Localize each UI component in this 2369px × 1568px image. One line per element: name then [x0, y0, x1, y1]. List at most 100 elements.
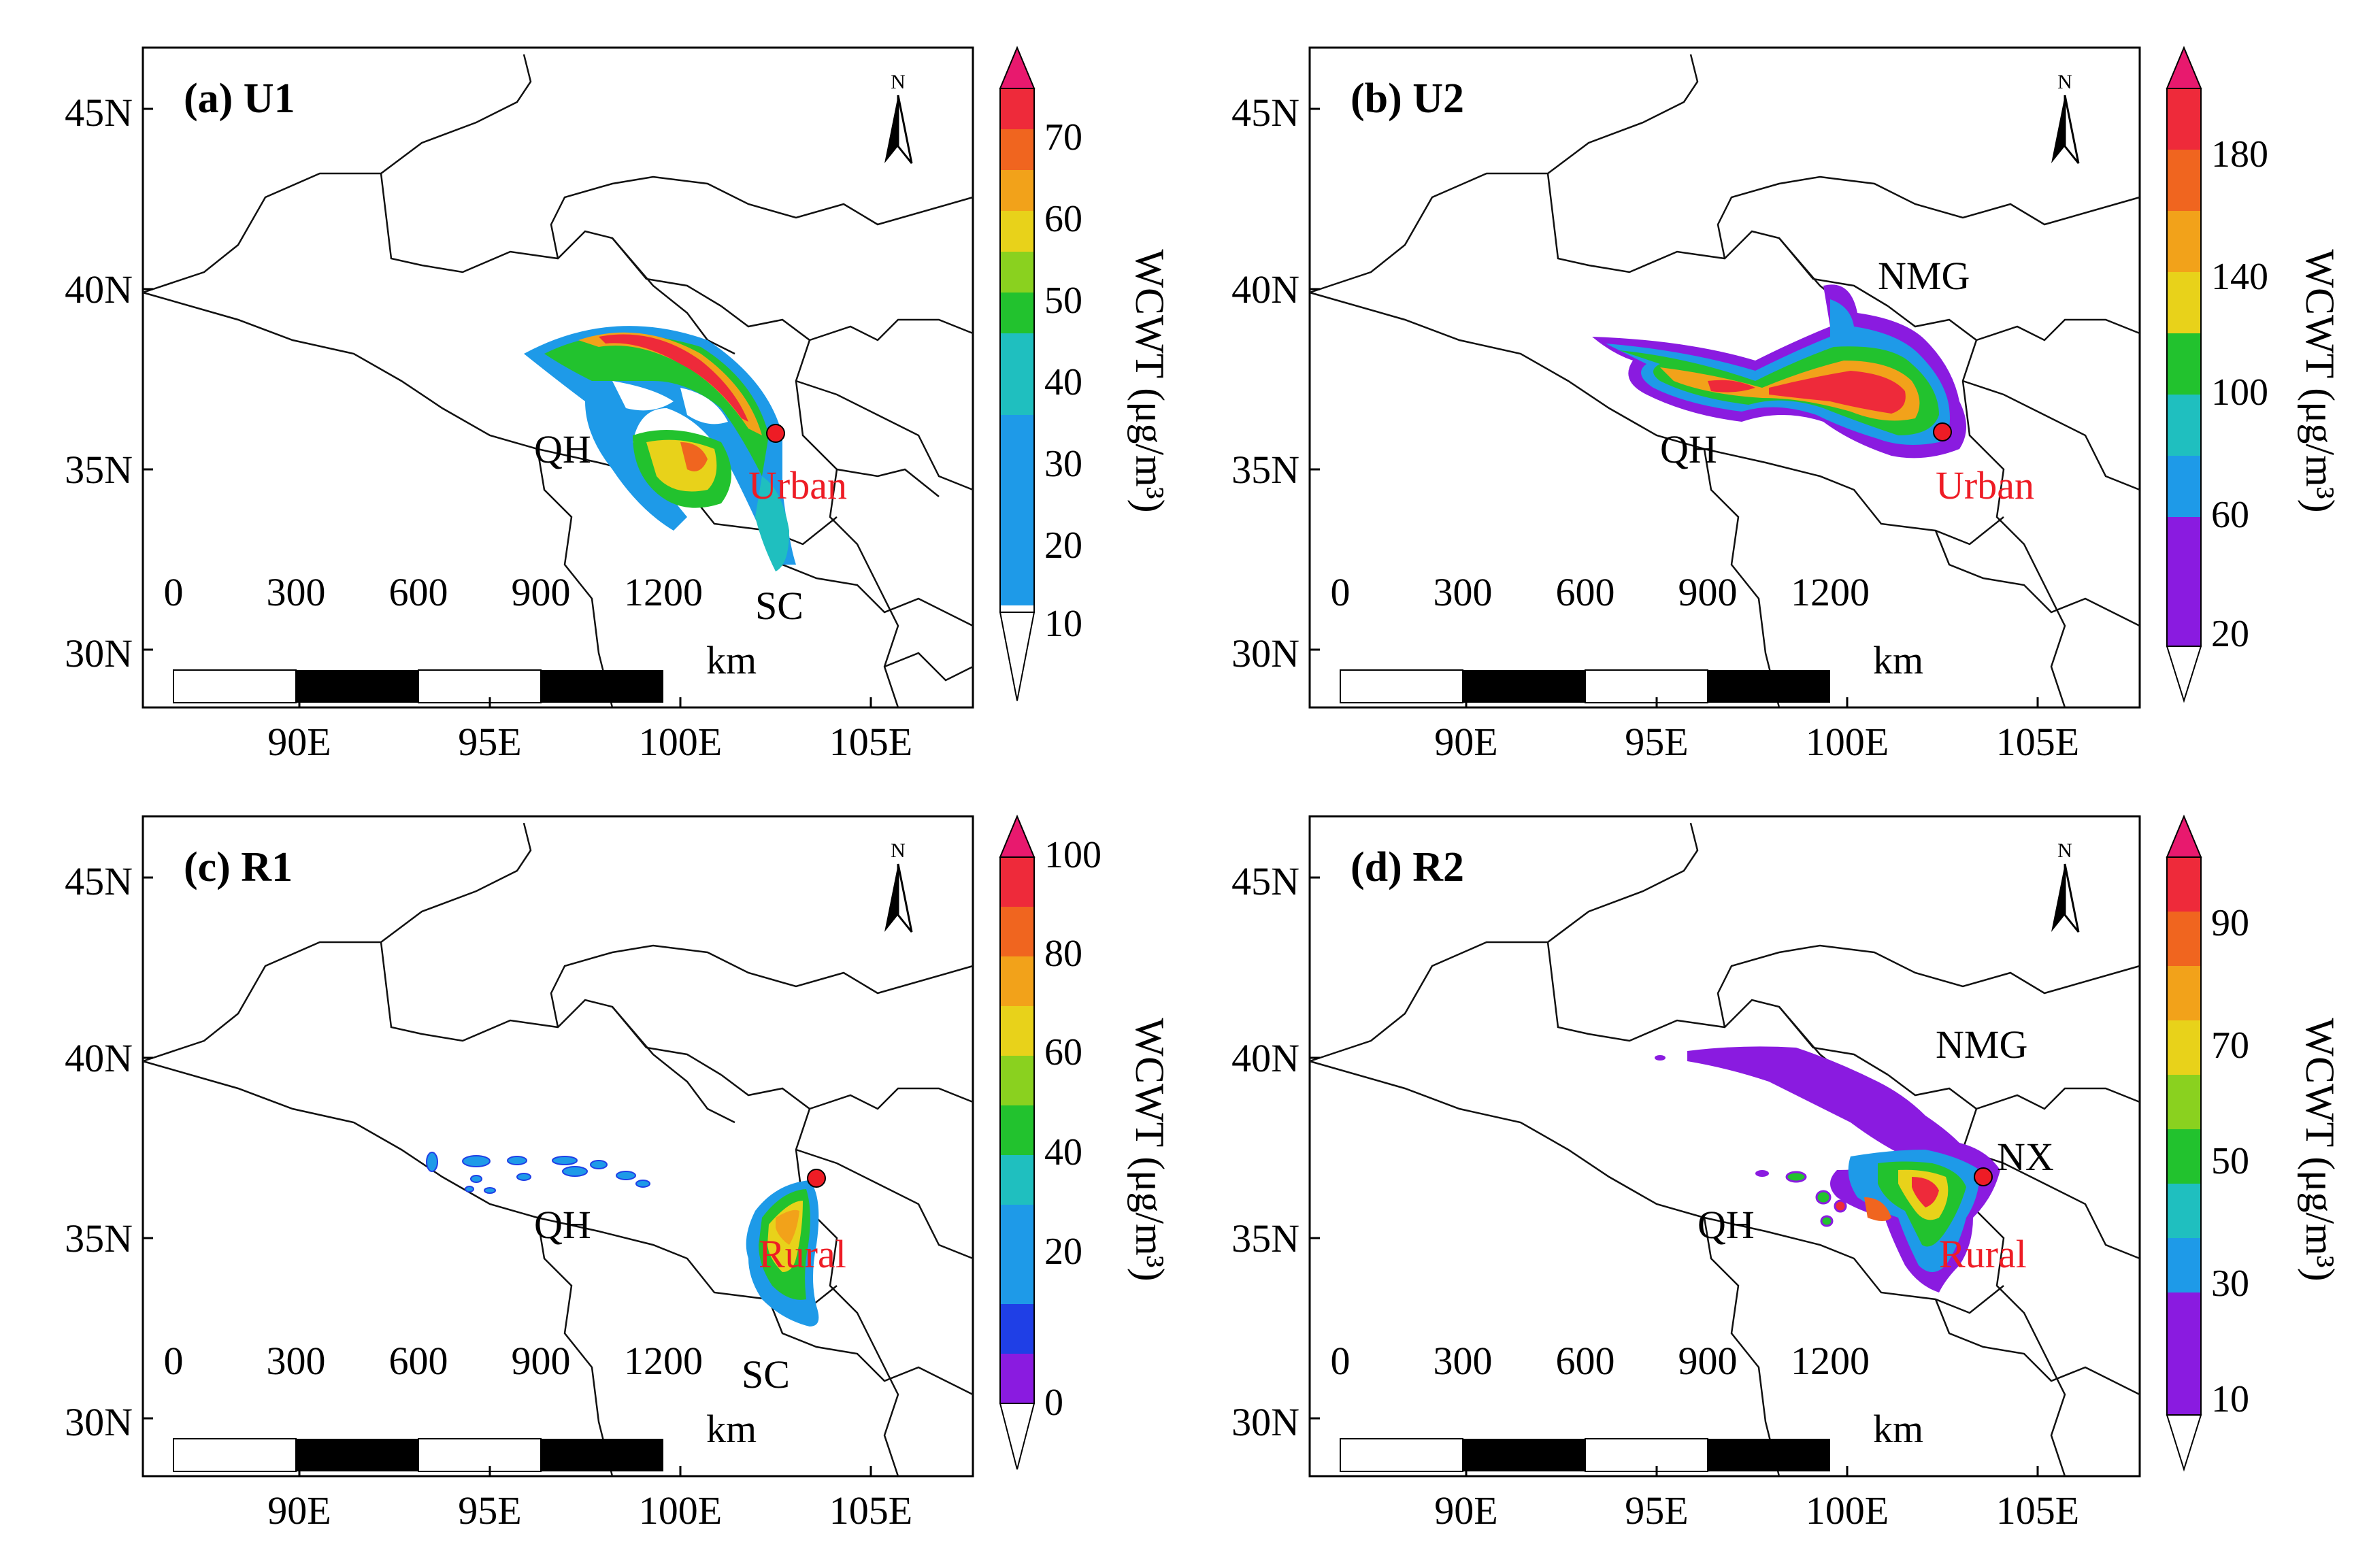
- lat-axis-labels: 45N 40N 35N 30N: [65, 90, 133, 675]
- lon-label: 95E: [1625, 1488, 1688, 1533]
- province-borders: [1309, 54, 2140, 708]
- scale-bar: 0 300 600 900 1200 km: [1331, 570, 1923, 703]
- scale-label: 1200: [624, 570, 703, 614]
- concentration-field-d: [1655, 1046, 2000, 1292]
- lon-label: 100E: [1806, 1488, 1889, 1533]
- scale-label: 0: [1331, 1339, 1351, 1383]
- lat-label: 30N: [1231, 631, 1299, 675]
- colorbar-tick: 40: [1044, 1131, 1082, 1173]
- lon-axis-labels: 90E 95E 100E 105E: [1434, 1488, 2079, 1533]
- scale-bar: 0 300 600 900 1200 km: [1331, 1339, 1923, 1472]
- scale-bar: 0 300 600 900 1200 km: [164, 1339, 757, 1472]
- province-borders: [1309, 822, 2140, 1477]
- north-arrow-label: N: [2057, 71, 2072, 93]
- colorbar-tick: 50: [2211, 1140, 2249, 1182]
- colorbar-ticks: 100 80 60 40 20 0: [1044, 834, 1101, 1424]
- concentration-field-c: [426, 1152, 819, 1327]
- north-arrow: N: [2051, 71, 2080, 164]
- colorbar-tick: 60: [1044, 1031, 1082, 1073]
- concentration-field-b: [1592, 284, 1966, 458]
- lon-axis-labels: 90E 95E 100E 105E: [1434, 720, 2079, 764]
- north-arrow: N: [884, 71, 913, 164]
- lon-axis-labels: 90E 95E 100E 105E: [267, 720, 912, 764]
- colorbar-ticks: 90 70 50 30 10: [2211, 902, 2249, 1420]
- lon-label: 100E: [1806, 720, 1889, 764]
- scale-label: 600: [1556, 1339, 1615, 1383]
- concentration-field-a: [524, 326, 796, 571]
- lat-axis-labels: 45N 40N 35N 30N: [1231, 90, 1299, 675]
- axis-ticks: [143, 107, 872, 707]
- site-label: Rural: [759, 1232, 846, 1276]
- colorbar-tick: 70: [1044, 116, 1082, 159]
- lat-label: 35N: [65, 448, 133, 492]
- colorbar-tick: 50: [1044, 280, 1082, 322]
- colorbar: 180 140 100 60 20 WCWT (μg/m³): [2166, 46, 2342, 703]
- colorbar-tick: 60: [2211, 494, 2249, 536]
- site-marker: [1933, 422, 1952, 441]
- scale-label: 1200: [624, 1339, 703, 1383]
- scale-label: 600: [389, 1339, 448, 1383]
- scale-label: 900: [1678, 570, 1738, 614]
- colorbar: 90 70 50 30 10 WCWT (μg/m³): [2166, 814, 2342, 1472]
- scale-unit: km: [1873, 638, 1923, 682]
- colorbar-tick: 90: [2211, 902, 2249, 944]
- lat-label: 30N: [65, 1400, 133, 1444]
- colorbar-tick: 10: [2211, 1378, 2249, 1420]
- colorbar: 70 60 50 40 30 20 10 WCWT (μg/m³): [999, 46, 1172, 701]
- colorbar-tick: 0: [1044, 1382, 1063, 1424]
- scale-label: 1200: [1791, 1339, 1870, 1383]
- north-arrow-label: N: [2057, 839, 2072, 862]
- region-label-nmg: NMG: [1878, 254, 1970, 298]
- scale-label: 300: [267, 1339, 326, 1383]
- lon-label: 95E: [458, 720, 521, 764]
- axis-ticks: [143, 876, 872, 1476]
- axis-ticks: [1310, 876, 2039, 1476]
- panel-b-map: (b) U2 N NMG QH Urban 0 300 600 900 1200…: [1231, 46, 2342, 764]
- colorbar-title: WCWT (μg/m³): [2298, 1018, 2342, 1281]
- colorbar-ticks: 70 60 50 40 30 20 10: [1044, 116, 1082, 645]
- lat-label: 35N: [65, 1216, 133, 1261]
- scale-bar: 0 300 600 900 1200 km: [164, 570, 757, 703]
- scale-unit: km: [706, 1407, 757, 1451]
- panel-label: (b) U2: [1351, 76, 1464, 122]
- lat-label: 45N: [65, 859, 133, 903]
- lat-label: 40N: [1231, 267, 1299, 312]
- lon-label: 105E: [1996, 1488, 2079, 1533]
- colorbar-tick: 80: [1044, 933, 1082, 975]
- province-borders: [142, 54, 974, 708]
- panel-label: (d) R2: [1351, 844, 1464, 890]
- map-frame: [1308, 815, 2141, 1478]
- lon-label: 100E: [639, 1488, 722, 1533]
- panel-label: (c) R1: [184, 844, 293, 890]
- lat-axis-labels: 45N 40N 35N 30N: [65, 859, 133, 1444]
- site-label: Rural: [1939, 1232, 2027, 1276]
- scale-label: 0: [164, 1339, 184, 1383]
- lat-label: 45N: [1231, 90, 1299, 135]
- colorbar-tick: 100: [1044, 834, 1101, 876]
- region-label-nx: NX: [1997, 1135, 2054, 1179]
- colorbar-tick: 20: [1044, 524, 1082, 567]
- scale-label: 300: [1434, 570, 1493, 614]
- scale-unit: km: [706, 638, 757, 682]
- site-marker: [807, 1169, 826, 1188]
- province-borders: [142, 822, 974, 1477]
- lat-label: 45N: [1231, 859, 1299, 903]
- lon-label: 90E: [267, 720, 331, 764]
- region-label-nmg: NMG: [1936, 1022, 2027, 1067]
- colorbar-tick: 30: [1044, 443, 1082, 485]
- colorbar-tick: 10: [1044, 603, 1082, 645]
- panel-d-map: (d) R2 N NMG NX QH Rural 0 300 600 900 1…: [1231, 814, 2342, 1533]
- region-label-sc: SC: [755, 584, 804, 628]
- lat-label: 30N: [65, 631, 133, 675]
- panel-c-map: (c) R1 N QH SC Rural 0 300 600 900 1200 …: [65, 814, 1172, 1533]
- lat-label: 40N: [65, 1036, 133, 1080]
- colorbar-tick: 20: [1044, 1231, 1082, 1273]
- scale-label: 0: [164, 570, 184, 614]
- panel-label: (a) U1: [184, 76, 295, 122]
- colorbar-ticks: 180 140 100 60 20: [2211, 133, 2268, 655]
- colorbar-tick: 70: [2211, 1024, 2249, 1067]
- scale-label: 0: [1331, 570, 1351, 614]
- lon-axis-labels: 90E 95E 100E 105E: [267, 1488, 912, 1533]
